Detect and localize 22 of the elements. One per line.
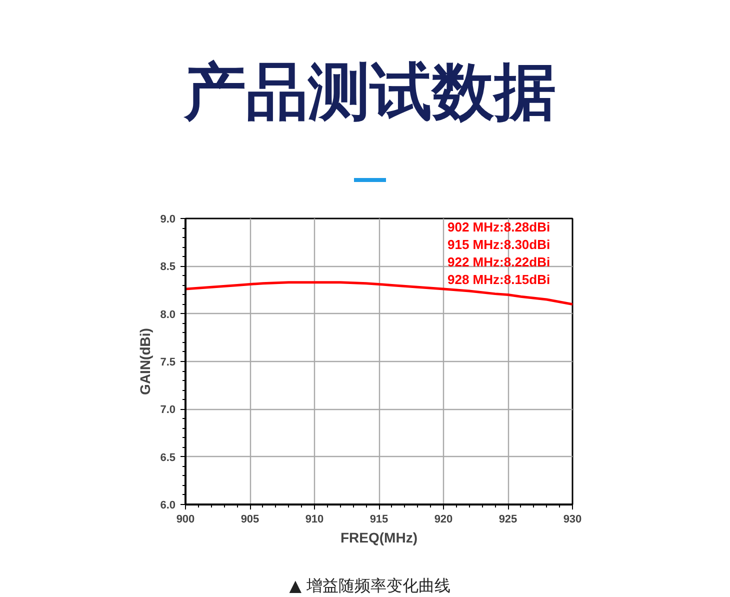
y-tick-label: 6.5	[160, 452, 176, 464]
annotation: 902 MHz:8.28dBi	[448, 220, 550, 234]
chart-title: 产品测试数据	[184, 55, 556, 128]
x-tick-label: 915	[370, 514, 388, 526]
annotation: 922 MHz:8.22dBi	[448, 254, 550, 270]
y-tick-label: 8.0	[160, 308, 176, 321]
x-axis-title: FREQ(MHz)	[340, 530, 418, 546]
x-tick-label: 905	[240, 514, 260, 526]
x-tick-label: 930	[563, 514, 582, 526]
text: ▲ 增益随频率变化曲线	[289, 575, 451, 597]
y-tick-label: 8.5	[160, 261, 176, 274]
annotation: 915 MHz:8.30dBi	[448, 237, 550, 252]
x-tick-label: 910	[305, 514, 324, 526]
y-tick-label: 7.5	[160, 356, 176, 368]
y-axis-title: GAIN(dBi)	[137, 328, 154, 395]
y-tick-label: 6.0	[160, 500, 176, 512]
annotation: 928 MHz:8.15dBi	[448, 272, 550, 287]
y-tick-label: 7.0	[160, 404, 176, 416]
x-tick-label: 900	[176, 514, 195, 526]
x-tick-label: 920	[434, 514, 453, 526]
x-tick-label: 925	[498, 514, 518, 526]
y-tick-label: 9.0	[160, 214, 176, 226]
